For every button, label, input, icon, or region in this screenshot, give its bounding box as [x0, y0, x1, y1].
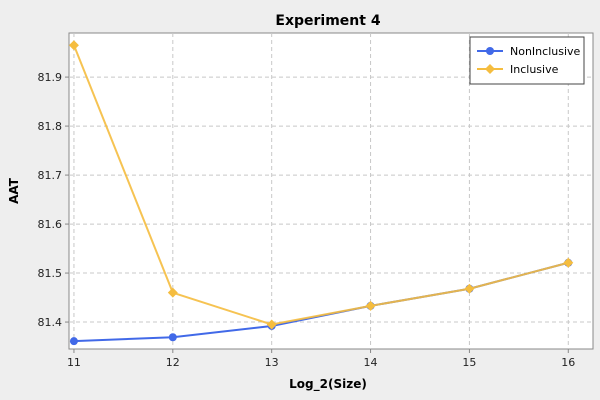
data-point-inclusive	[563, 257, 574, 268]
y-tick-label: 81.5	[38, 267, 63, 280]
data-point-noninclusive	[168, 333, 177, 342]
x-tick-label: 15	[462, 356, 476, 369]
x-tick-label: 16	[561, 356, 575, 369]
tick-labels: 11 12 13 14 15 16 81.4 81.5 81.6 81.7 81.8 81.9	[38, 71, 576, 369]
y-tick-label: 81.8	[38, 120, 63, 133]
legend-marker-noninclusive	[486, 47, 494, 55]
data-point-noninclusive	[69, 337, 78, 346]
chart-title: Experiment 4	[275, 13, 380, 29]
series-lines	[68, 40, 574, 346]
y-tick-label: 81.4	[38, 316, 63, 329]
legend-marker-inclusive	[485, 64, 495, 74]
data-point-inclusive	[167, 287, 178, 298]
grid-lines	[65, 33, 593, 353]
x-tick-label: 14	[364, 356, 378, 369]
x-tick-label: 12	[166, 356, 180, 369]
data-point-inclusive	[365, 300, 376, 311]
y-tick-label: 81.6	[38, 218, 63, 231]
y-tick-label: 81.7	[38, 169, 63, 182]
data-point-inclusive	[68, 40, 79, 51]
y-axis-label: AAT	[7, 177, 21, 204]
x-tick-label: 13	[265, 356, 279, 369]
y-tick-label: 81.9	[38, 71, 63, 84]
data-point-inclusive	[464, 283, 475, 294]
x-tick-label: 11	[67, 356, 81, 369]
legend: NonInclusive Inclusive	[469, 36, 585, 85]
legend-label-inclusive: Inclusive	[510, 63, 559, 76]
series-line-inclusive	[73, 44, 569, 326]
legend-label-noninclusive: NonInclusive	[510, 45, 581, 58]
plot-area	[68, 32, 594, 350]
legend-box	[469, 36, 585, 85]
x-axis-label: Log_2(Size)	[289, 377, 367, 392]
data-point-inclusive	[266, 319, 277, 330]
